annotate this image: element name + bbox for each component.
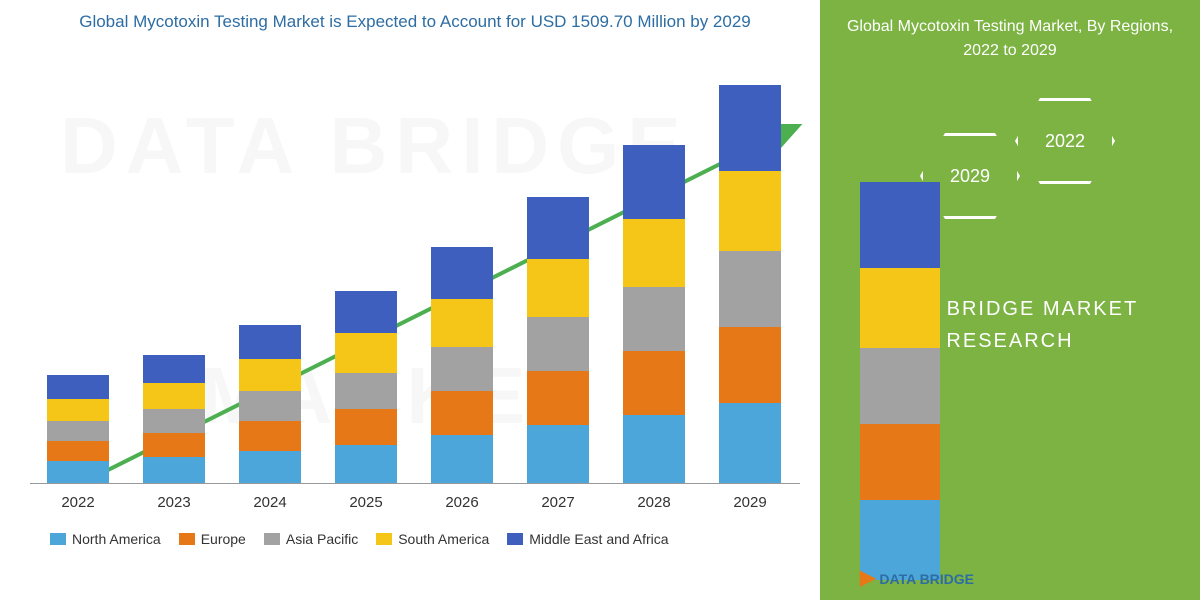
x-label-2029: 2029 [702,494,798,511]
segment-asia-pacific [719,251,781,327]
segment-asia-pacific [47,421,109,441]
bar-2023 [143,355,205,483]
bar-2028 [623,145,685,483]
segment-north-america [143,457,205,483]
legend-label: Asia Pacific [286,531,358,547]
segment-middle-east-and-africa [719,85,781,171]
segment-north-america [431,435,493,483]
segment-south-america [431,299,493,347]
bar-2022 [47,375,109,483]
segment-middle-east-and-africa [47,375,109,399]
segment-north-america [719,403,781,483]
segment-asia-pacific [623,287,685,351]
segment-south-america [623,219,685,287]
legend-swatch [264,533,280,545]
legend-swatch [50,533,66,545]
right-bar-segment [860,268,940,348]
segment-south-america [143,383,205,409]
segment-europe [527,371,589,425]
legend-swatch [179,533,195,545]
segment-europe [623,351,685,415]
chart-canvas [30,54,800,484]
segment-middle-east-and-africa [623,145,685,219]
segment-middle-east-and-africa [527,197,589,259]
segment-south-america [239,359,301,391]
segment-north-america [623,415,685,483]
segment-europe [335,409,397,445]
legend: North America Europe Asia Pacific South Ame… [30,531,800,547]
legend-item-north-america: North America [50,531,161,547]
segment-europe [143,433,205,457]
x-label-2025: 2025 [318,494,414,511]
segment-asia-pacific [239,391,301,421]
bar-2025 [335,291,397,483]
legend-swatch [507,533,523,545]
x-label-2027: 2027 [510,494,606,511]
chart-area: DATA BRIDGE MARKET Global Mycotoxin Test… [0,0,820,600]
x-label-2023: 2023 [126,494,222,511]
legend-item-asia-pacific: Asia Pacific [264,531,358,547]
segment-europe [719,327,781,403]
right-bar-segment [860,424,940,500]
hexagon-2022: 2022 [1015,98,1115,184]
bar-2029 [719,85,781,483]
segment-asia-pacific [527,317,589,371]
bar-2027 [527,197,589,483]
segment-south-america [527,259,589,317]
right-panel-title: Global Mycotoxin Testing Market, By Regi… [840,15,1180,63]
right-panel-bar [860,182,940,580]
legend-swatch [376,533,392,545]
right-bar-segment [860,182,940,268]
segment-south-america [47,399,109,421]
segment-north-america [527,425,589,483]
legend-label: Europe [201,531,246,547]
segment-europe [239,421,301,451]
segment-south-america [719,171,781,251]
right-panel: Global Mycotoxin Testing Market, By Regi… [820,0,1200,600]
x-label-2026: 2026 [414,494,510,511]
legend-label: Middle East and Africa [529,531,668,547]
chart-title: Global Mycotoxin Testing Market is Expec… [30,10,800,34]
legend-label: South America [398,531,489,547]
legend-item-europe: Europe [179,531,246,547]
segment-middle-east-and-africa [239,325,301,359]
segment-middle-east-and-africa [431,247,493,299]
bar-2024 [239,325,301,483]
logo: ▶DATA BRIDGE [860,565,974,590]
x-label-2028: 2028 [606,494,702,511]
x-label-2024: 2024 [222,494,318,511]
segment-europe [47,441,109,461]
x-axis-labels: 20222023202420252026202720282029 [30,494,800,511]
legend-label: North America [72,531,161,547]
segment-asia-pacific [431,347,493,391]
main-container: DATA BRIDGE MARKET Global Mycotoxin Test… [0,0,1200,600]
segment-north-america [239,451,301,483]
segment-middle-east-and-africa [143,355,205,383]
segment-asia-pacific [335,373,397,409]
right-bar-segment [860,348,940,424]
legend-item-south-america: South America [376,531,489,547]
x-label-2022: 2022 [30,494,126,511]
bar-2026 [431,247,493,483]
segment-north-america [47,461,109,483]
segment-europe [431,391,493,435]
segment-south-america [335,333,397,373]
logo-text: DATA BRIDGE [879,571,974,587]
logo-icon: ▶ [860,567,875,589]
legend-item-middle-east-and-africa: Middle East and Africa [507,531,668,547]
segment-asia-pacific [143,409,205,433]
segment-middle-east-and-africa [335,291,397,333]
segment-north-america [335,445,397,483]
